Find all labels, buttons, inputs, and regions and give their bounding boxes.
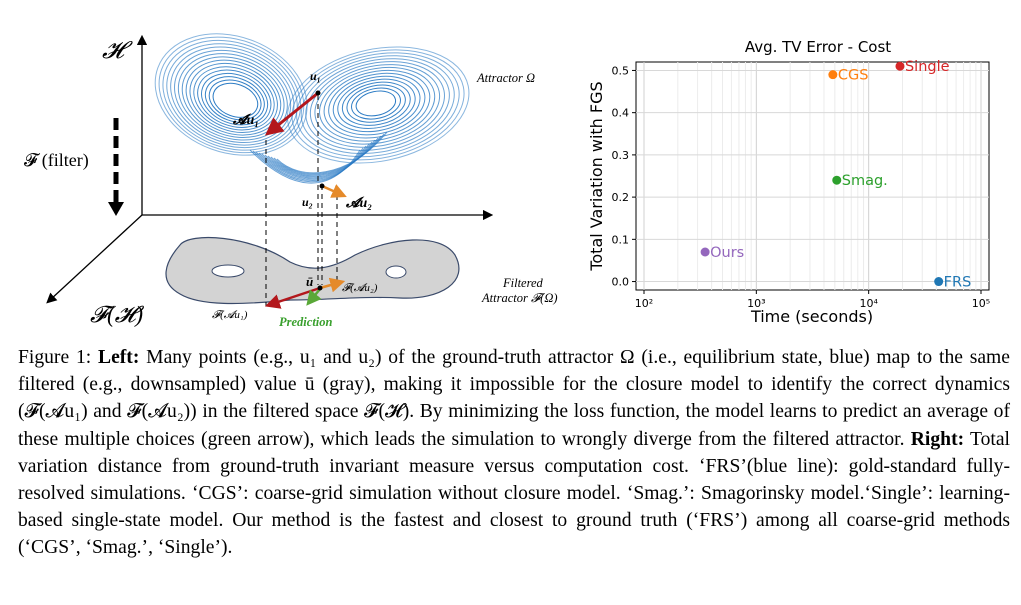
caption-left-text: Many points (e.g., u₁ and u₂) of the gro… (18, 347, 1010, 450)
filtered-label-1: Filtered (502, 276, 544, 290)
attractor-loop-left (185, 59, 282, 136)
point-ours (700, 247, 710, 257)
attractor-loop-right (337, 78, 416, 129)
y-tick-label: 0.3 (612, 149, 630, 162)
attractor-loop-right (314, 64, 441, 145)
attractor-loop-right (291, 49, 465, 161)
point-smag (832, 175, 842, 185)
attractor-loop-left (197, 69, 272, 128)
attractor-loop-left (162, 39, 301, 151)
y-tick-label: 0.4 (612, 107, 630, 120)
axis-H-label: 𝓗 (102, 38, 133, 64)
point-cgs (828, 70, 838, 80)
tv-error-cost-chart: 0.0 0.1 0.2 0.3 0.4 0.5 10² 10³ 10⁴ 10⁵ Single CGS… (587, 38, 991, 326)
attractor-loop-left (177, 53, 288, 141)
filter-label: 𝓕 (filter) (24, 150, 89, 171)
attractor-loop-right (355, 90, 397, 117)
x-tick-label: 10² (635, 297, 653, 310)
FAu1-label: 𝓕(𝓐u₁) (212, 309, 248, 321)
point-label-single: Single (905, 59, 950, 75)
attractor-strand (273, 133, 385, 175)
attractor-loop-left (189, 63, 278, 133)
filtered-attractor (165, 237, 460, 305)
ubar-label: ū (306, 274, 313, 289)
y-tick-label: 0.5 (612, 64, 630, 77)
caption-left-label: Left: (98, 347, 140, 368)
y-tick-label: 0.0 (612, 276, 630, 289)
arrow-Au1 (264, 91, 319, 136)
x-tick-label: 10⁵ (972, 297, 990, 310)
u1-label: u₁ (310, 69, 321, 83)
figure-1: 𝓗 𝓕(𝓗) 𝓕 (filter) Attractor Ω Filtered A… (24, 33, 991, 329)
axis-lines (46, 34, 494, 304)
filter-arrow (108, 118, 124, 216)
projection-lines (265, 95, 338, 306)
chart-grid (636, 62, 989, 290)
caption-figure-label: Figure 1: (18, 347, 92, 368)
point-frs (934, 277, 944, 287)
attractor-loop-left (208, 79, 262, 121)
arrow-Au2 (321, 184, 347, 198)
attractor-loop-left (166, 43, 298, 149)
attractor-strand (276, 131, 388, 174)
FAu2-label: 𝓕(𝓐u₂) (342, 282, 378, 294)
attractor-loop-right (328, 72, 426, 136)
axis-FH-label: 𝓕(𝓗) (90, 302, 145, 327)
attractor-loop-right (351, 87, 401, 120)
attractor-loop-right (332, 75, 421, 133)
attractor-loop-left (193, 66, 275, 131)
attractor-loop-right (319, 67, 436, 142)
attractor-loop-left (154, 33, 308, 156)
attractor-strand (255, 145, 367, 181)
attractor-strand (270, 135, 382, 176)
chart-ylabel: Total Variation with FGS (587, 81, 606, 271)
point-u2 (319, 183, 325, 189)
left-illustration: 𝓗 𝓕(𝓗) 𝓕 (filter) Attractor Ω Filtered A… (24, 33, 558, 329)
figure-caption: Figure 1: Left: Many points (e.g., u₁ an… (18, 344, 1010, 562)
attractor-omega (154, 33, 470, 184)
point-label-ours: Ours (710, 245, 744, 261)
x-tick-label: 10⁴ (859, 297, 878, 310)
chart-xlabel: Time (seconds) (750, 307, 873, 326)
chart-ticks: 0.0 0.1 0.2 0.3 0.4 0.5 10² 10³ 10⁴ 10⁵ (612, 64, 991, 310)
attractor-loop-right (305, 58, 450, 151)
attractor-loop-right (286, 46, 470, 164)
attractor-label: Attractor Ω (476, 71, 535, 85)
attractor-loop-right (341, 81, 411, 126)
caption-right-text: Total variation distance from ground-tru… (18, 428, 1010, 559)
arrow-prediction (306, 288, 322, 306)
attractor-strand (267, 137, 379, 177)
Au2-label: 𝓐u₂ (345, 196, 372, 211)
caption-right-label: Right: (910, 428, 965, 450)
filtered-label-2: Attractor 𝓕(Ω) (481, 291, 558, 305)
arrow-FAu2 (319, 277, 346, 293)
point-u1 (315, 90, 321, 96)
attractor-loop-left (181, 56, 285, 138)
attractor-loop-left (204, 76, 265, 123)
chart-title: Avg. TV Error - Cost (745, 38, 891, 56)
attractor-loop-right (346, 84, 406, 123)
attractor-loop-left (212, 82, 259, 118)
y-tick-label: 0.2 (612, 191, 630, 204)
attractor-strand (261, 141, 373, 179)
u2-label: u₂ (302, 195, 313, 209)
attractor-loop-right (296, 52, 460, 158)
point-label-smag: Smag. (842, 173, 888, 189)
attractor-strand (258, 143, 370, 180)
x-tick-label: 10³ (747, 297, 765, 310)
point-ubar (317, 285, 323, 291)
Au1-label: 𝓐u₁ (232, 113, 259, 128)
plot-frame (635, 61, 990, 291)
attractor-loop-right (309, 61, 445, 148)
attractor-loop-right (300, 55, 455, 155)
y-tick-label: 0.1 (612, 233, 630, 246)
prediction-label: Prediction (279, 315, 333, 329)
chart-points: Single CGS Smag. Ours FRS (700, 59, 972, 291)
attractor-loop-left (201, 72, 269, 126)
point-label-frs: FRS (944, 275, 972, 291)
point-single (895, 61, 905, 71)
point-label-cgs: CGS (838, 68, 869, 84)
